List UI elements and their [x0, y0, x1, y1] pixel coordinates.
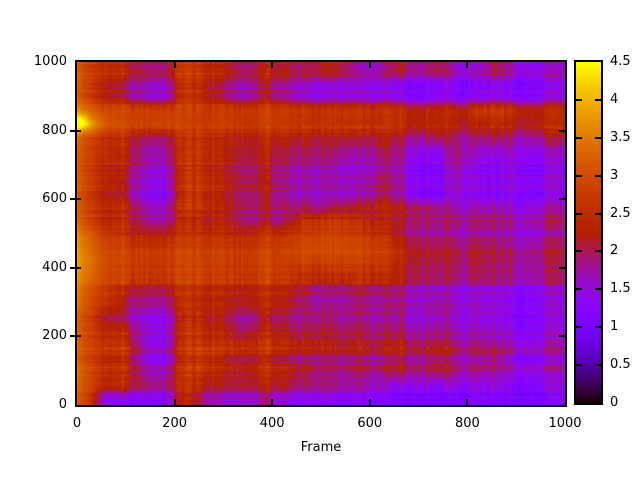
x-tick-mark	[466, 399, 469, 405]
colorbar-tick-mark	[576, 174, 582, 177]
colorbar-tick-mark	[576, 288, 582, 291]
colorbar-tick-label: 3.5	[610, 129, 631, 145]
colorbar-tick-mark	[576, 326, 582, 329]
colorbar-tick-mark	[595, 364, 601, 367]
y-tick-label: 1000	[33, 54, 67, 69]
x-tick-mark-top	[368, 62, 371, 68]
x-tick-mark	[271, 399, 274, 405]
x-tick-label: 1000	[548, 416, 582, 431]
colorbar-tick-mark	[595, 326, 601, 329]
y-tick-mark-right	[559, 198, 565, 201]
x-tick-mark-top	[173, 62, 176, 68]
y-tick-mark	[70, 198, 81, 201]
colorbar-tick-label: 1.5	[610, 281, 631, 297]
y-tick-label: 200	[42, 328, 67, 344]
colorbar-tick-label: 0	[610, 395, 619, 410]
plot-area	[75, 60, 567, 407]
colorbar-gradient-canvas	[576, 62, 601, 403]
y-tick-label: 0	[58, 397, 67, 412]
colorbar-tick-mark	[595, 98, 601, 101]
y-tick-mark	[70, 129, 81, 132]
y-tick-mark	[70, 335, 81, 338]
colorbar-tick-mark	[595, 174, 601, 177]
y-tick-label: 600	[42, 191, 67, 207]
colorbar-tick-mark	[576, 98, 582, 101]
colorbar	[574, 60, 603, 405]
x-axis-title: Frame	[300, 440, 342, 455]
x-tick-mark-top	[466, 62, 469, 68]
colorbar-tick-mark	[576, 250, 582, 253]
x-tick-label: 400	[259, 416, 285, 431]
colorbar-tick-mark	[595, 250, 601, 253]
colorbar-tick-mark	[595, 212, 601, 215]
y-tick-mark-right	[559, 266, 565, 269]
x-tick-mark	[173, 399, 176, 405]
y-tick-mark-right	[559, 335, 565, 338]
colorbar-tick-mark	[595, 136, 601, 139]
colorbar-tick-mark	[576, 364, 582, 367]
x-tick-mark-top	[271, 62, 274, 68]
y-tick-mark	[70, 266, 81, 269]
colorbar-tick-label: 3	[610, 167, 619, 183]
colorbar-tick-label: 4.5	[610, 54, 631, 69]
y-tick-label: 800	[42, 122, 67, 138]
colorbar-tick-label: 1	[610, 319, 619, 335]
colorbar-tick-mark	[576, 212, 582, 215]
colorbar-tick-label: 0.5	[610, 357, 631, 373]
y-tick-label: 400	[42, 259, 67, 275]
y-tick-mark-right	[559, 129, 565, 132]
colorbar-tick-label: 2.5	[610, 205, 631, 221]
heatmap-canvas	[77, 62, 565, 405]
colorbar-tick-mark	[595, 288, 601, 291]
x-tick-label: 0	[72, 416, 82, 431]
colorbar-tick-mark	[576, 136, 582, 139]
colorbar-tick-label: 4	[610, 91, 619, 107]
x-tick-label: 600	[357, 416, 383, 431]
x-tick-label: 800	[454, 416, 480, 431]
x-tick-label: 200	[162, 416, 187, 431]
colorbar-tick-label: 2	[610, 243, 619, 259]
x-tick-mark	[368, 399, 371, 405]
